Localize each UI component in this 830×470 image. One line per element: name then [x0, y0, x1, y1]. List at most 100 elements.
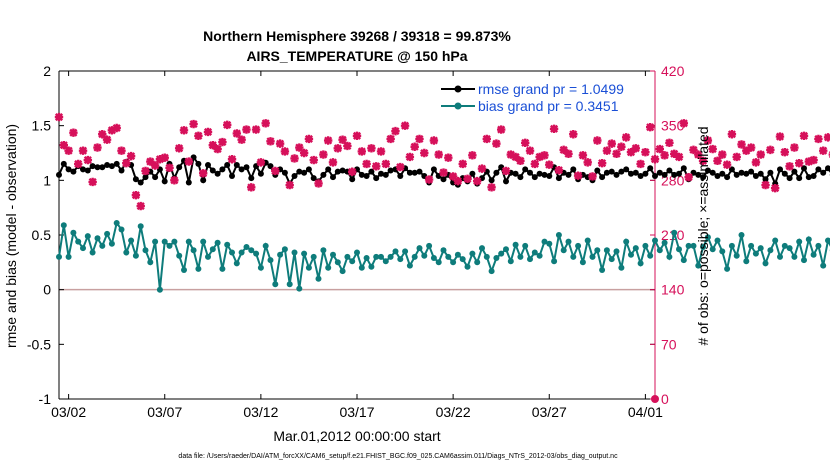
rmse-point	[777, 166, 783, 173]
obs-point	[237, 135, 246, 144]
bias-point	[123, 249, 130, 256]
obs-point	[299, 148, 309, 158]
y-right-tick-label: 350	[661, 118, 685, 134]
obs-point	[170, 176, 179, 185]
bias-point	[233, 260, 240, 267]
obs-point	[386, 134, 395, 144]
bias-point	[527, 256, 533, 263]
bias-point	[262, 242, 269, 249]
obs-point	[396, 162, 405, 172]
rmse-point	[94, 164, 101, 171]
bias-point	[772, 237, 779, 244]
rmse-point	[695, 171, 702, 178]
obs-point	[790, 143, 799, 152]
bias-point	[291, 249, 298, 256]
obs-point	[722, 160, 732, 169]
obs-point	[766, 145, 775, 155]
bias-point	[229, 249, 235, 256]
bias-point	[104, 230, 111, 237]
rmse-point	[238, 166, 245, 173]
bias-point	[820, 262, 827, 269]
bias-point	[397, 256, 404, 263]
bias-point	[382, 258, 389, 265]
rmse-point	[257, 170, 264, 177]
obs-point	[98, 130, 107, 139]
obs-point	[679, 119, 689, 128]
obs-point	[59, 140, 69, 150]
obs-point	[285, 180, 294, 190]
obs-point	[607, 139, 616, 148]
bias-point	[426, 242, 433, 249]
obs-point	[727, 130, 737, 139]
y-left-tick-label: 2	[43, 63, 51, 79]
bias-point	[777, 253, 783, 260]
rmse-point	[623, 166, 630, 173]
x-tick-label: 03/12	[243, 404, 278, 420]
bias-point	[238, 249, 245, 256]
obs-point	[174, 144, 184, 153]
legend-bias-marker	[454, 102, 462, 110]
rmse-point	[791, 168, 798, 175]
rmse-point	[714, 173, 721, 179]
obs-point	[213, 144, 222, 154]
obs-point	[194, 131, 203, 141]
bias-point	[257, 264, 264, 271]
rmse-point	[709, 169, 716, 176]
bias-point	[719, 248, 726, 255]
rmse-point	[503, 178, 509, 185]
rmse-point	[142, 174, 149, 181]
rmse-point	[603, 169, 610, 176]
data-file-footer: data file: /Users/raeder/DAI/ATM_forcXX/…	[178, 453, 618, 460]
bias-point	[815, 242, 822, 249]
bias-point	[214, 239, 221, 246]
bias-point	[652, 237, 658, 244]
obs-point	[266, 137, 275, 146]
rmse-point	[281, 169, 288, 176]
bias-point	[272, 281, 279, 288]
bias-point	[796, 238, 803, 245]
obs-point	[674, 152, 684, 162]
obs-point	[261, 119, 270, 128]
rmse-point	[555, 175, 562, 182]
rmse-point	[599, 174, 606, 181]
obs-point	[645, 123, 655, 132]
bias-point	[647, 252, 654, 259]
obs-point	[650, 155, 660, 164]
bias-point	[152, 238, 159, 245]
obs-point	[516, 156, 525, 166]
bias-point	[358, 264, 365, 271]
bias-point	[728, 242, 735, 249]
obs-point	[535, 152, 544, 162]
obs-point	[141, 166, 150, 176]
rmse-point	[118, 167, 125, 174]
bias-point	[767, 247, 774, 254]
rmse-point	[330, 174, 336, 181]
obs-point	[569, 130, 578, 139]
bias-point	[113, 220, 120, 226]
bias-point	[248, 247, 255, 254]
x-tick-label: 03/27	[532, 404, 567, 420]
obs-point	[271, 166, 280, 176]
rmse-point	[132, 176, 139, 183]
y-right-tick-label: 70	[661, 336, 677, 352]
rmse-point	[406, 169, 413, 176]
bias-point	[320, 247, 327, 254]
obs-point	[223, 120, 232, 130]
rmse-point	[416, 168, 423, 175]
bias-point	[435, 259, 442, 266]
rmse-point	[676, 170, 682, 177]
obs-point	[458, 159, 467, 169]
obs-point	[352, 131, 362, 141]
obs-point	[256, 158, 266, 167]
obs-point	[814, 134, 823, 144]
bias-point	[805, 236, 812, 243]
rmse-point	[411, 169, 418, 176]
obs-point	[126, 151, 136, 161]
bias-point	[757, 245, 764, 252]
rmse-point	[397, 173, 404, 179]
rmse-point	[70, 168, 77, 175]
rmse-point	[358, 171, 365, 178]
rmse-point	[291, 173, 298, 179]
obs-point	[242, 125, 251, 134]
bias-point	[637, 260, 644, 267]
